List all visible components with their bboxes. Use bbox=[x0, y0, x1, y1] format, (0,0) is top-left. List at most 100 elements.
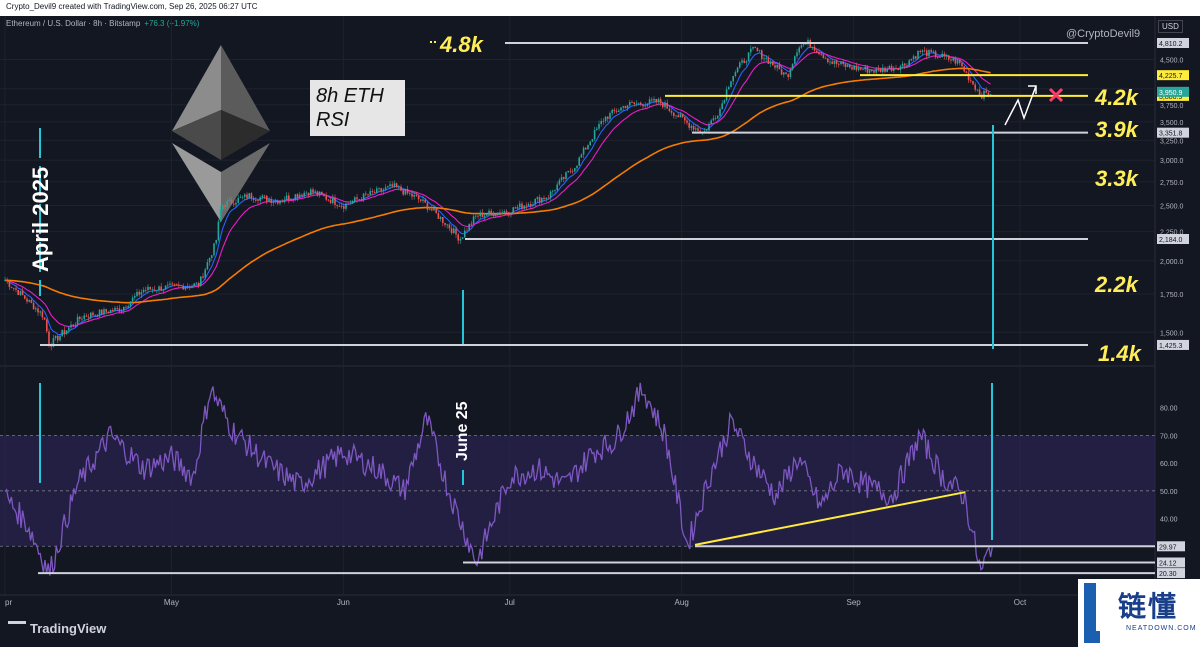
candle-body bbox=[202, 276, 204, 278]
candle-body bbox=[39, 311, 41, 313]
candle-body bbox=[424, 199, 426, 203]
candle-body bbox=[19, 291, 22, 296]
candle-body bbox=[316, 191, 319, 196]
candle-body bbox=[611, 109, 613, 114]
time-tick-label: Jun bbox=[337, 598, 350, 607]
candle-body bbox=[398, 186, 400, 188]
candle-body bbox=[547, 197, 550, 199]
rsi-tick-label: 80.00 bbox=[1160, 406, 1178, 413]
candle-body bbox=[884, 67, 886, 72]
candle-body bbox=[853, 65, 855, 70]
candle-body bbox=[191, 285, 193, 288]
candle-body bbox=[483, 215, 486, 218]
candle-body bbox=[862, 69, 864, 71]
candle-body bbox=[156, 290, 158, 292]
candle-body bbox=[774, 65, 776, 68]
candle-body bbox=[213, 243, 215, 256]
level-label-4.8k: 4.8k bbox=[439, 32, 485, 57]
candle-body bbox=[917, 51, 919, 59]
candle-body bbox=[200, 276, 202, 287]
candle-body bbox=[974, 84, 976, 90]
candle-body bbox=[510, 213, 512, 215]
candle-body bbox=[569, 170, 572, 172]
candle-body bbox=[138, 291, 140, 295]
candle-body bbox=[222, 205, 224, 210]
candle-body bbox=[261, 195, 264, 198]
time-tick-label: Aug bbox=[675, 598, 689, 607]
level-label-3.3k: 3.3k bbox=[1095, 166, 1140, 191]
candle-body bbox=[783, 72, 785, 75]
candle-body bbox=[822, 54, 825, 59]
ethereum-logo-facet bbox=[221, 45, 270, 131]
candle-body bbox=[87, 316, 90, 318]
currency-label[interactable]: USD bbox=[1158, 20, 1183, 33]
price-tag-1.4k: 1,425.3 bbox=[1159, 343, 1182, 350]
candle-body bbox=[54, 335, 57, 339]
candle-body bbox=[686, 120, 688, 123]
candle-body bbox=[354, 197, 356, 202]
candle-body bbox=[882, 67, 884, 73]
price-tick-label: 2,750.0 bbox=[1160, 180, 1183, 187]
candle-body bbox=[860, 67, 862, 70]
candle-body bbox=[153, 289, 156, 291]
candle-body bbox=[457, 234, 459, 241]
candle-body bbox=[945, 55, 948, 57]
candle-body bbox=[600, 121, 602, 124]
rsi-line bbox=[4, 382, 993, 576]
candle-body bbox=[952, 58, 954, 61]
tradingview-text: TradingView bbox=[30, 621, 107, 636]
candle-body bbox=[250, 193, 253, 199]
candle-body bbox=[895, 67, 897, 69]
candle-body bbox=[479, 212, 481, 217]
candle-body bbox=[908, 60, 910, 66]
ethereum-logo-facet bbox=[172, 143, 221, 222]
candle-body bbox=[303, 192, 305, 197]
candle-body bbox=[453, 228, 455, 234]
candle-body bbox=[422, 199, 424, 201]
candle-body bbox=[490, 210, 492, 213]
candle-body bbox=[697, 128, 699, 131]
candle-body bbox=[428, 209, 431, 210]
candle-body bbox=[426, 202, 429, 210]
candle-body bbox=[890, 66, 893, 71]
candle-body bbox=[431, 209, 433, 211]
candle-body bbox=[787, 74, 789, 77]
candle-body bbox=[503, 211, 506, 213]
candle-body bbox=[376, 188, 378, 193]
candle-body bbox=[63, 330, 66, 334]
candle-body bbox=[175, 284, 178, 285]
candle-body bbox=[92, 312, 94, 316]
candle-body bbox=[516, 207, 519, 209]
candle-body bbox=[61, 330, 63, 336]
candle-body bbox=[626, 105, 629, 109]
june-label: June 25 bbox=[454, 401, 471, 461]
candle-body bbox=[688, 122, 690, 128]
candle-body bbox=[435, 208, 437, 214]
candle-body bbox=[360, 199, 363, 201]
candle-body bbox=[455, 228, 457, 235]
candle-body bbox=[13, 287, 15, 289]
credit-text: Crypto_Devil9 created with TradingView.c… bbox=[6, 2, 258, 11]
candle-body bbox=[923, 50, 926, 52]
candle-body bbox=[970, 80, 972, 82]
candle-body bbox=[380, 188, 382, 192]
candle-body bbox=[310, 189, 312, 196]
candle-body bbox=[59, 335, 61, 341]
candle-body bbox=[134, 296, 136, 298]
candle-body bbox=[371, 191, 374, 193]
price-tag-4.2k: 4,225.7 bbox=[1159, 73, 1182, 80]
candle-body bbox=[334, 197, 336, 205]
candle-body bbox=[582, 147, 585, 155]
candle-body bbox=[681, 114, 684, 118]
price-tag-bg bbox=[1157, 234, 1189, 245]
candle-body bbox=[824, 58, 827, 59]
candle-body bbox=[343, 206, 345, 209]
candle-body bbox=[252, 198, 255, 200]
candle-body bbox=[450, 228, 453, 234]
candle-body bbox=[765, 57, 767, 59]
candle-body bbox=[393, 183, 396, 187]
candle-body bbox=[151, 289, 154, 291]
candle-body bbox=[417, 196, 420, 200]
candle-body bbox=[266, 195, 268, 202]
